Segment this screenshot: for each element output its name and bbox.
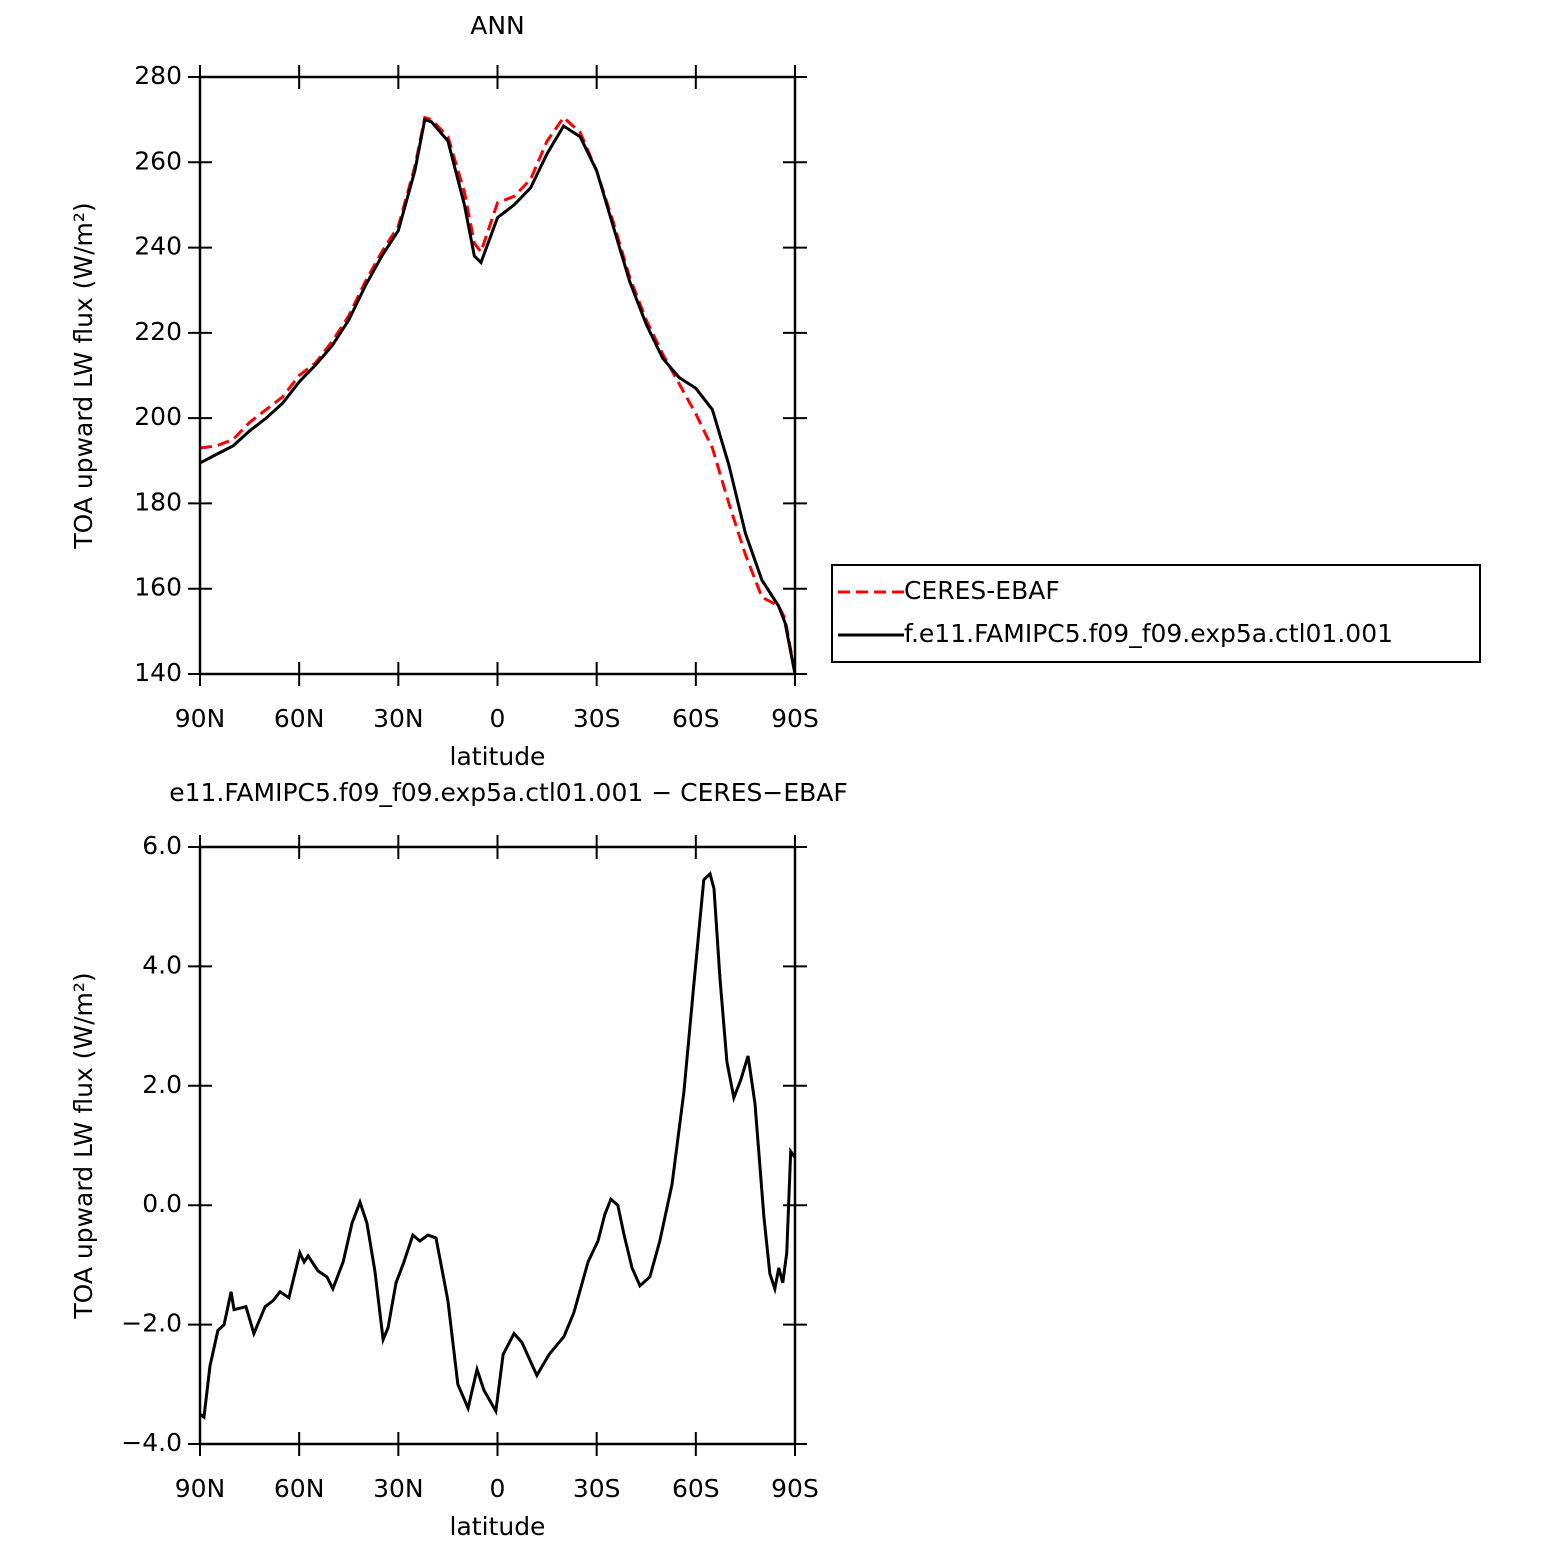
y-tick-label: 0.0: [142, 1189, 182, 1218]
y-axis-label: TOA upward LW flux (W/m²): [69, 202, 98, 549]
legend-box: [831, 564, 1481, 663]
y-tick-label: 4.0: [142, 950, 182, 979]
y-tick-label: 220: [134, 317, 182, 346]
data-line: [199, 871, 797, 1420]
data-line: [199, 117, 797, 675]
legend-label: CERES-EBAF: [904, 576, 1060, 605]
x-tick-label: 30S: [573, 1474, 621, 1503]
plot-frame: [198, 75, 797, 676]
x-tick-label: 60N: [274, 1474, 325, 1503]
x-tick-label: 30S: [573, 704, 621, 733]
y-tick-label: 260: [134, 146, 182, 175]
x-tick-label: 30N: [373, 1474, 424, 1503]
x-tick-label: 0: [490, 1474, 506, 1503]
y-tick-label: 6.0: [142, 831, 182, 860]
y-tick-label: 200: [134, 402, 182, 431]
y-tick-label: 160: [134, 573, 182, 602]
data-line: [199, 115, 797, 675]
y-axis-label: TOA upward LW flux (W/m²): [69, 972, 98, 1319]
y-tick-label: 240: [134, 232, 182, 261]
y-tick-label: 280: [134, 61, 182, 90]
x-tick-label: 30N: [373, 704, 424, 733]
x-tick-label: 60S: [672, 1474, 720, 1503]
x-axis-label: latitude: [450, 1512, 546, 1541]
plot-frame: [198, 845, 797, 1446]
x-tick-label: 60S: [672, 704, 720, 733]
y-tick-label: 180: [134, 487, 182, 516]
x-tick-label: 0: [490, 704, 506, 733]
y-tick-label: 140: [134, 658, 182, 687]
x-axis-label: latitude: [450, 742, 546, 771]
x-tick-label: 90S: [771, 704, 819, 733]
x-tick-label: 90N: [175, 704, 226, 733]
y-tick-label: −4.0: [121, 1428, 182, 1457]
x-tick-label: 90S: [771, 1474, 819, 1503]
legend-label: f.e11.FAMIPC5.f09_f09.exp5a.ctl01.001: [904, 619, 1393, 648]
y-tick-label: 2.0: [142, 1070, 182, 1099]
x-tick-label: 90N: [175, 1474, 226, 1503]
chart-title: ANN: [470, 11, 525, 40]
y-tick-label: −2.0: [121, 1309, 182, 1338]
x-tick-label: 60N: [274, 704, 325, 733]
chart-title: e11.FAMIPC5.f09_f09.exp5a.ctl01.001 − CE…: [169, 778, 848, 807]
